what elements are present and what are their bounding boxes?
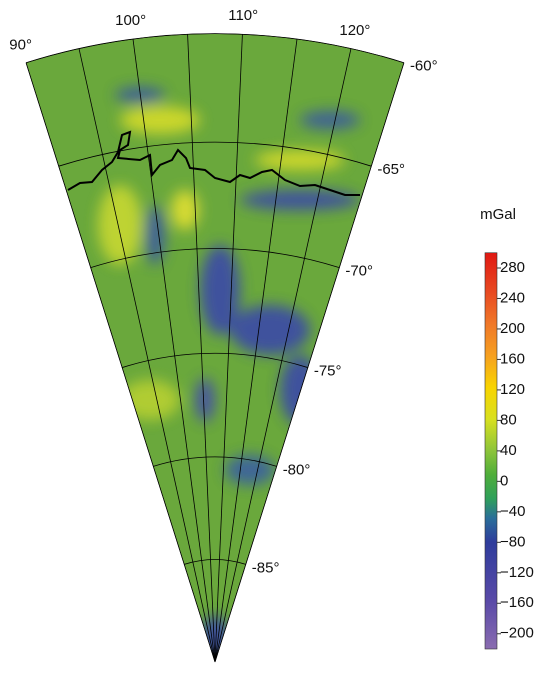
colorbar-tick-label: 200 [500, 320, 525, 337]
gravity-field [0, 0, 460, 675]
longitude-label: 90° [9, 37, 32, 54]
latitude-label: -85° [252, 559, 280, 576]
latitude-label: -65° [377, 161, 405, 178]
colorbar: mGal 280 240 200 160 120 80 40 0 −40 −80 −120 −160 −… [480, 206, 534, 649]
latitude-label: -75° [314, 363, 342, 380]
longitude-label: 110° [228, 7, 258, 24]
latitude-label: -70° [345, 263, 373, 280]
colorbar-scale [485, 253, 497, 649]
colorbar-label: mGal [480, 206, 516, 223]
colorbar-tick-label: 120 [500, 381, 525, 398]
colorbar-tick-label: −200 [500, 625, 534, 642]
colorbar-tick-label: 0 [500, 472, 508, 489]
latitude-label: -80° [283, 461, 311, 478]
colorbar-tick-label: 160 [500, 350, 525, 367]
colorbar-tick-label: −80 [500, 533, 525, 550]
map-figure: mGal 280 240 200 160 120 80 40 0 −40 −80 −120 −160 −… [0, 0, 557, 675]
latitude-label: -60° [410, 58, 438, 75]
colorbar-tick-label: 240 [500, 289, 525, 306]
colorbar-tick-label: 280 [500, 259, 525, 276]
colorbar-tick-label: −120 [500, 564, 534, 581]
longitude-label: 100° [115, 12, 146, 29]
colorbar-tick-label: −40 [500, 503, 525, 520]
colorbar-tick-label: 40 [500, 442, 517, 459]
colorbar-tick-label: −160 [500, 594, 534, 611]
longitude-label: 120° [339, 22, 370, 39]
colorbar-tick-label: 80 [500, 411, 517, 428]
